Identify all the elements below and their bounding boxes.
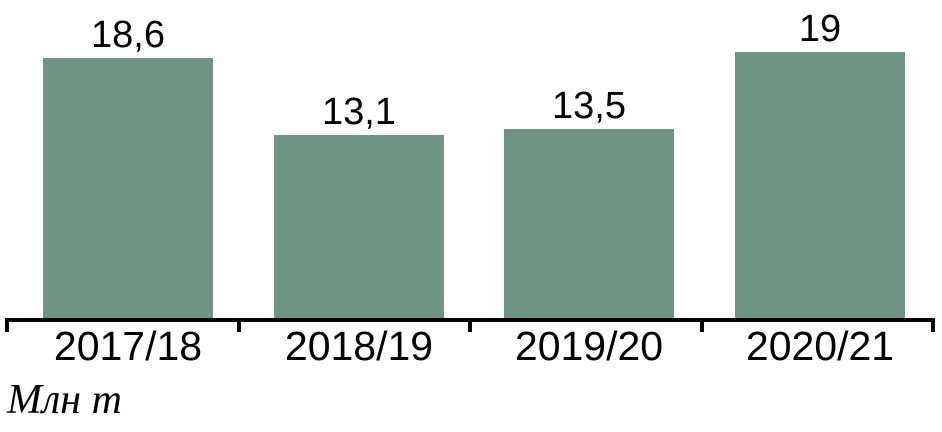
- value-label: 18,6: [91, 14, 165, 56]
- unit-label: Млн т: [7, 377, 122, 423]
- bar-2019/20: [504, 129, 674, 318]
- bar-2020/21: [735, 52, 905, 318]
- category-label: 2018/19: [284, 323, 434, 369]
- category-label: 2019/20: [514, 323, 664, 369]
- axis-tick: [5, 318, 9, 332]
- category-label: 2017/18: [53, 323, 203, 369]
- value-label: 19: [798, 8, 842, 50]
- value-label: 13,1: [322, 91, 396, 133]
- axis-tick: [468, 318, 472, 332]
- axis-tick: [699, 318, 704, 332]
- bar-2017/18: [43, 58, 213, 318]
- axis-tick: [931, 318, 935, 332]
- value-label: 13,5: [552, 85, 626, 127]
- bar-2018/19: [274, 135, 444, 318]
- axis-tick: [236, 318, 241, 332]
- category-label: 2020/21: [745, 323, 895, 369]
